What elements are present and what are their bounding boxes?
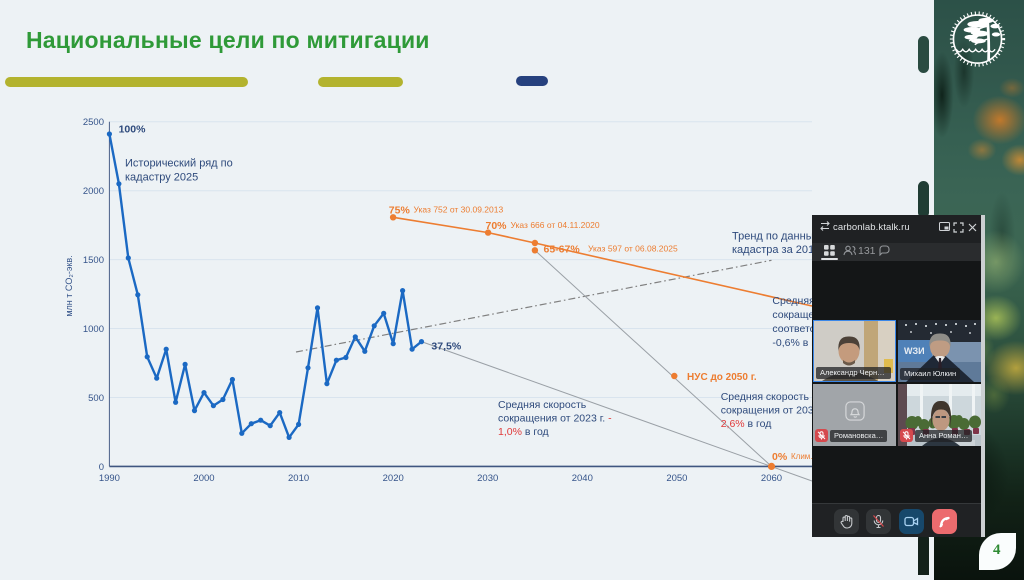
- svg-text:1500: 1500: [83, 255, 104, 266]
- svg-text:Указ 666 от 04.11.2020: Указ 666 от 04.11.2020: [511, 220, 600, 230]
- svg-text:1000: 1000: [83, 324, 104, 335]
- svg-text:2050: 2050: [666, 473, 687, 484]
- svg-text:2,6% в год: 2,6% в год: [721, 418, 772, 430]
- svg-text:Указ 597 от 06.08.2025: Указ 597 от 06.08.2025: [588, 244, 678, 254]
- svg-text:70%: 70%: [486, 220, 508, 232]
- svg-text:1,0% в год: 1,0% в год: [498, 426, 549, 438]
- svg-text:37,5%: 37,5%: [431, 341, 461, 353]
- svg-text:65-67%: 65-67%: [544, 244, 581, 256]
- svg-text:Исторический ряд по: Исторический ряд по: [125, 158, 233, 170]
- svg-text:Средняя скорость: Средняя скорость: [498, 399, 587, 411]
- svg-text:100%: 100%: [119, 124, 147, 136]
- svg-text:Указ 752 от 30.09.2013: Указ 752 от 30.09.2013: [414, 205, 504, 215]
- svg-text:2010: 2010: [288, 473, 309, 484]
- svg-text:НУС до 2050 г.: НУС до 2050 г.: [687, 372, 757, 383]
- svg-text:2060: 2060: [761, 473, 782, 484]
- svg-text:Тренд по данным: Тренд по данным: [732, 231, 821, 243]
- svg-text:2040: 2040: [572, 473, 593, 484]
- svg-text:кадастру 2025: кадастру 2025: [125, 172, 198, 184]
- svg-text:WЗИ: WЗИ: [904, 346, 925, 356]
- svg-text:2000: 2000: [193, 473, 214, 484]
- svg-text:сокращения от 2035 г.: сокращения от 2035 г.: [721, 405, 828, 417]
- svg-text:1990: 1990: [99, 473, 120, 484]
- svg-text:75%: 75%: [389, 205, 411, 217]
- svg-text:сокращения от 2023 г. -: сокращения от 2023 г. -: [498, 413, 612, 425]
- svg-text:2000: 2000: [83, 186, 104, 197]
- svg-text:Средняя скорость: Средняя скорость: [721, 391, 810, 403]
- svg-text:0%: 0%: [772, 451, 788, 463]
- svg-text:2020: 2020: [383, 473, 404, 484]
- svg-text:2500: 2500: [83, 117, 104, 128]
- svg-text:500: 500: [88, 393, 104, 404]
- svg-text:млн т CO₂-экв.: млн т CO₂-экв.: [64, 255, 74, 316]
- svg-text:2030: 2030: [477, 473, 498, 484]
- svg-text:0: 0: [99, 462, 104, 473]
